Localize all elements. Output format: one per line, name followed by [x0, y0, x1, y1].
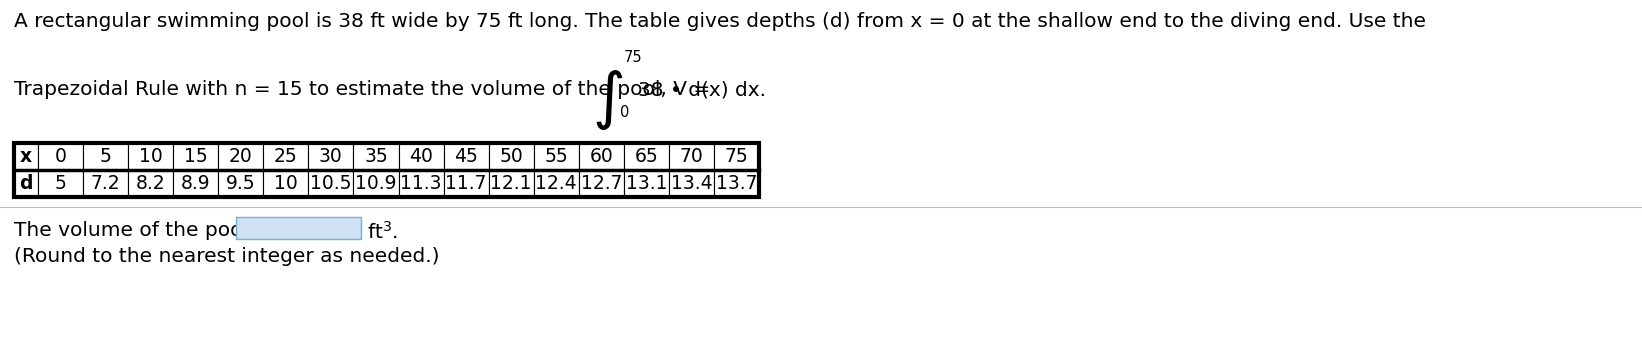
Bar: [399, 170, 443, 197]
Bar: [668, 170, 714, 197]
Text: 15: 15: [184, 147, 207, 166]
Bar: [714, 143, 759, 170]
Text: 10: 10: [274, 174, 297, 193]
Text: 0: 0: [54, 147, 66, 166]
Text: 65: 65: [634, 147, 658, 166]
Bar: [84, 143, 128, 170]
Bar: [534, 170, 578, 197]
Text: 12.1: 12.1: [491, 174, 532, 193]
Bar: [309, 143, 353, 170]
Bar: [218, 170, 263, 197]
Text: 5: 5: [100, 147, 112, 166]
Text: 11.3: 11.3: [401, 174, 442, 193]
Bar: [172, 143, 218, 170]
Text: 12.4: 12.4: [535, 174, 576, 193]
Bar: [172, 170, 218, 197]
Bar: [128, 170, 172, 197]
Bar: [534, 143, 578, 170]
Text: 7.2: 7.2: [90, 174, 120, 193]
Bar: [15, 143, 38, 170]
Bar: [353, 170, 399, 197]
Text: $\int$: $\int$: [593, 68, 624, 132]
Text: ft$^{3}$.: ft$^{3}$.: [368, 221, 397, 243]
Bar: [263, 170, 309, 197]
Bar: [15, 170, 38, 197]
Text: 13.1: 13.1: [626, 174, 667, 193]
Bar: [624, 170, 668, 197]
Text: d: d: [20, 174, 33, 193]
Bar: [399, 143, 443, 170]
Text: 35: 35: [365, 147, 388, 166]
Text: 0: 0: [621, 105, 629, 120]
Text: 9.5: 9.5: [227, 174, 256, 193]
Text: 75: 75: [724, 147, 749, 166]
Text: 45: 45: [455, 147, 478, 166]
Text: 10: 10: [140, 147, 163, 166]
Bar: [353, 143, 399, 170]
Text: 40: 40: [409, 147, 433, 166]
Bar: [38, 170, 84, 197]
Bar: [668, 143, 714, 170]
Bar: [578, 143, 624, 170]
Bar: [489, 170, 534, 197]
Bar: [309, 170, 353, 197]
Bar: [489, 143, 534, 170]
Text: A rectangular swimming pool is 38 ft wide by 75 ft long. The table gives depths : A rectangular swimming pool is 38 ft wid…: [15, 12, 1425, 31]
Text: 8.2: 8.2: [136, 174, 166, 193]
Bar: [578, 170, 624, 197]
Text: 70: 70: [680, 147, 703, 166]
Text: 10.5: 10.5: [310, 174, 351, 193]
Text: 60: 60: [589, 147, 612, 166]
Text: 10.9: 10.9: [355, 174, 397, 193]
Text: 5: 5: [54, 174, 66, 193]
Text: 8.9: 8.9: [181, 174, 210, 193]
Text: 25: 25: [274, 147, 297, 166]
Bar: [218, 143, 263, 170]
Text: 11.7: 11.7: [445, 174, 486, 193]
Text: 30: 30: [319, 147, 343, 166]
Bar: [128, 143, 172, 170]
Text: 38 • d(x) dx.: 38 • d(x) dx.: [639, 80, 767, 99]
Bar: [443, 143, 489, 170]
Text: 12.7: 12.7: [581, 174, 622, 193]
Bar: [84, 170, 128, 197]
Text: (Round to the nearest integer as needed.): (Round to the nearest integer as needed.…: [15, 247, 440, 266]
Bar: [236, 217, 361, 239]
Bar: [263, 143, 309, 170]
Text: Trapezoidal Rule with n = 15 to estimate the volume of the pool, V =: Trapezoidal Rule with n = 15 to estimate…: [15, 80, 716, 99]
Bar: [443, 170, 489, 197]
Text: 13.7: 13.7: [716, 174, 757, 193]
Bar: [38, 143, 84, 170]
Text: 50: 50: [499, 147, 524, 166]
Text: 55: 55: [545, 147, 568, 166]
Text: The volume of the pool is: The volume of the pool is: [15, 221, 271, 240]
Text: 75: 75: [624, 50, 642, 65]
Bar: [714, 170, 759, 197]
Text: 20: 20: [228, 147, 253, 166]
Bar: [15, 143, 759, 197]
Text: 13.4: 13.4: [670, 174, 713, 193]
Bar: [624, 143, 668, 170]
Text: x: x: [20, 147, 33, 166]
